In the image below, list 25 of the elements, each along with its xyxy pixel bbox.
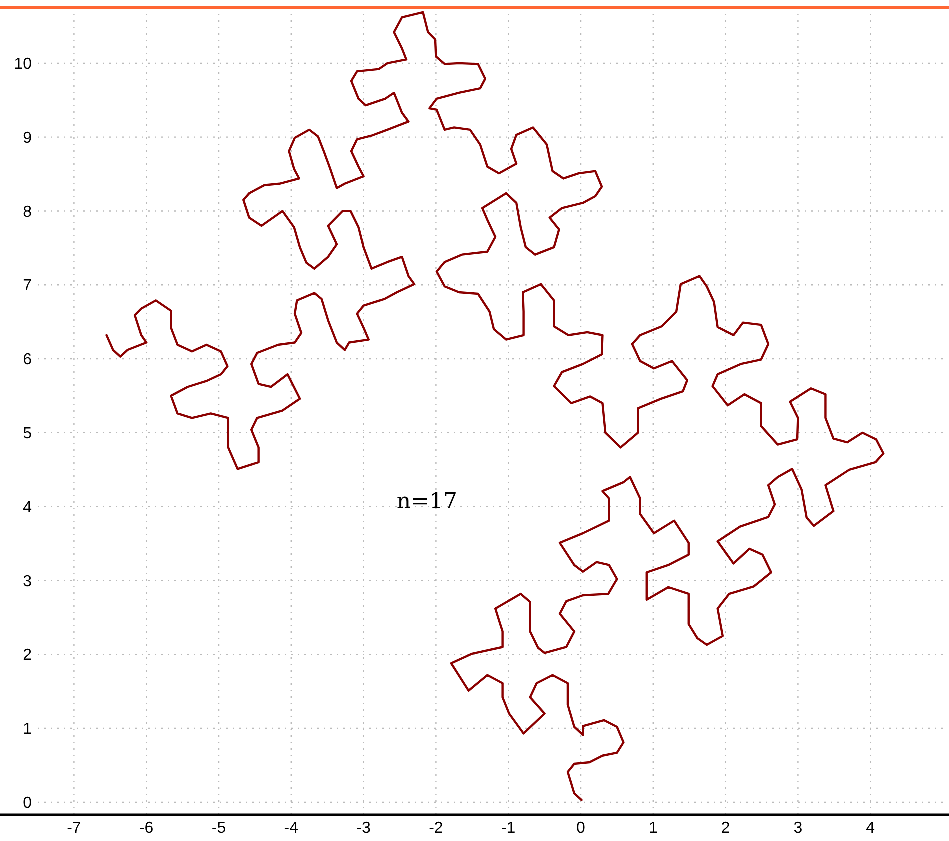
- y-tick-label: 10: [14, 56, 32, 74]
- annotation: n=17: [396, 489, 458, 514]
- y-tick-label: 0: [23, 795, 32, 812]
- y-tick-label: 9: [23, 130, 32, 147]
- x-tick-label: 4: [866, 820, 876, 837]
- x-tick-label: 0: [576, 820, 586, 837]
- x-tick-label: -1: [501, 820, 516, 837]
- y-tick-label: 2: [23, 647, 32, 664]
- y-tick-label: 3: [23, 573, 32, 590]
- x-tick-label: -6: [139, 820, 154, 837]
- y-tick-label: 1: [23, 721, 32, 738]
- y-tick-label: 6: [23, 352, 32, 369]
- x-tick-label: 2: [721, 820, 730, 837]
- x-tick-label: 1: [648, 820, 658, 837]
- x-tick-label: -3: [356, 820, 372, 837]
- x-tick-label: -7: [67, 820, 82, 837]
- x-tick-label: 3: [794, 820, 803, 837]
- y-tick-label: 8: [23, 204, 32, 221]
- x-tick-label: -2: [429, 820, 444, 837]
- y-tick-label: 7: [23, 278, 32, 295]
- x-tick-label: -4: [284, 820, 299, 837]
- y-tick-label: 5: [23, 426, 32, 443]
- line-series: [106, 11, 885, 802]
- x-tick-label: -5: [212, 820, 226, 837]
- y-tick-label: 4: [23, 499, 32, 516]
